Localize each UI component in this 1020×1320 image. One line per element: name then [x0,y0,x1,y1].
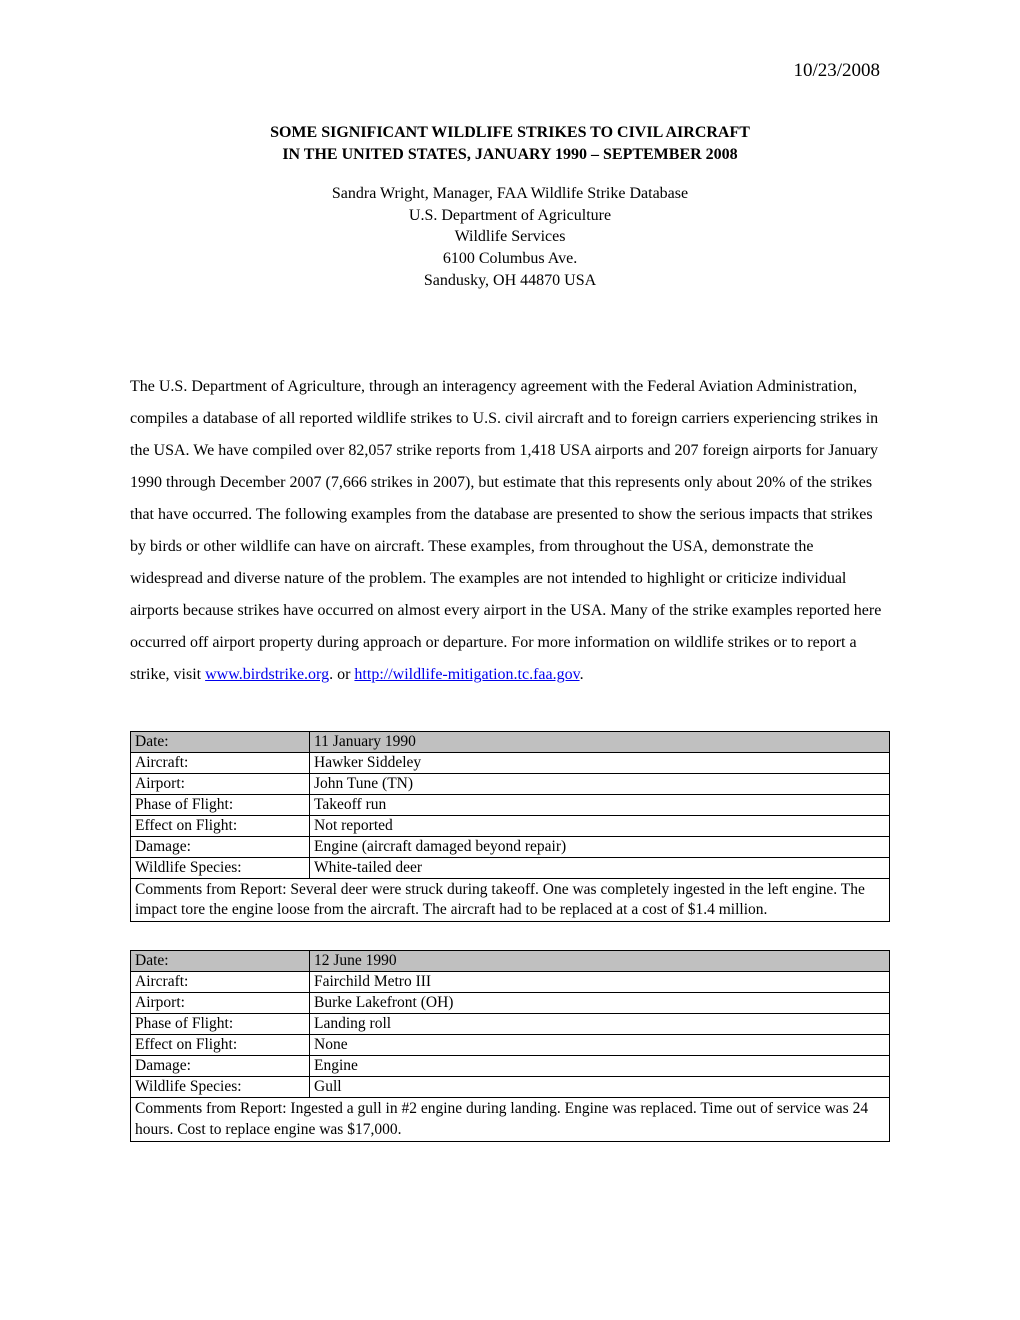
table-row: Wildlife Species: Gull [131,1077,890,1098]
value-comments: Comments from Report: Ingested a gull in… [131,1098,890,1141]
document-date: 10/23/2008 [130,60,890,82]
author-addr1: 6100 Columbus Ave. [130,248,890,270]
table-row: Damage: Engine (aircraft damaged beyond … [131,837,890,858]
intro-paragraph: The U.S. Department of Agriculture, thro… [130,371,890,691]
table-row: Airport: John Tune (TN) [131,774,890,795]
label-airport: Airport: [131,774,310,795]
value-damage: Engine [310,1056,890,1077]
table-row: Effect on Flight: Not reported [131,816,890,837]
label-effect: Effect on Flight: [131,1035,310,1056]
table-row: Damage: Engine [131,1056,890,1077]
value-effect: Not reported [310,816,890,837]
label-airport: Airport: [131,993,310,1014]
label-species: Wildlife Species: [131,858,310,879]
author-unit: Wildlife Services [130,226,890,248]
table-row: Airport: Burke Lakefront (OH) [131,993,890,1014]
value-airport: John Tune (TN) [310,774,890,795]
value-airport: Burke Lakefront (OH) [310,993,890,1014]
author-block: Sandra Wright, Manager, FAA Wildlife Str… [130,183,890,291]
value-damage: Engine (aircraft damaged beyond repair) [310,837,890,858]
intro-text-after: . [580,666,584,683]
table-row: Wildlife Species: White-tailed deer [131,858,890,879]
title-line-1: SOME SIGNIFICANT WILDLIFE STRIKES TO CIV… [130,122,890,144]
label-date: Date: [131,951,310,972]
value-effect: None [310,1035,890,1056]
page: 10/23/2008 SOME SIGNIFICANT WILDLIFE STR… [0,0,1020,1230]
label-effect: Effect on Flight: [131,816,310,837]
strike-record-2: Date: 12 June 1990 Aircraft: Fairchild M… [130,950,890,1141]
title-line-2: IN THE UNITED STATES, JANUARY 1990 – SEP… [130,144,890,166]
value-phase: Takeoff run [310,795,890,816]
document-title: SOME SIGNIFICANT WILDLIFE STRIKES TO CIV… [130,122,890,165]
table-row: Aircraft: Fairchild Metro III [131,972,890,993]
table-row: Effect on Flight: None [131,1035,890,1056]
intro-text-between: . or [329,666,354,683]
value-aircraft: Fairchild Metro III [310,972,890,993]
strike-record-1: Date: 11 January 1990 Aircraft: Hawker S… [130,731,890,922]
value-phase: Landing roll [310,1014,890,1035]
label-species: Wildlife Species: [131,1077,310,1098]
label-date: Date: [131,732,310,753]
value-comments: Comments from Report: Several deer were … [131,879,890,922]
label-damage: Damage: [131,837,310,858]
value-date: 12 June 1990 [310,951,890,972]
label-phase: Phase of Flight: [131,795,310,816]
author-name: Sandra Wright, Manager, FAA Wildlife Str… [130,183,890,205]
link-birdstrike[interactable]: www.birdstrike.org [205,666,329,683]
table-row: Comments from Report: Several deer were … [131,879,890,922]
author-addr2: Sandusky, OH 44870 USA [130,270,890,292]
value-species: Gull [310,1077,890,1098]
label-damage: Damage: [131,1056,310,1077]
table-row: Phase of Flight: Takeoff run [131,795,890,816]
label-aircraft: Aircraft: [131,753,310,774]
value-species: White-tailed deer [310,858,890,879]
value-aircraft: Hawker Siddeley [310,753,890,774]
table-row: Aircraft: Hawker Siddeley [131,753,890,774]
intro-text-pre: The U.S. Department of Agriculture, thro… [130,378,881,683]
author-dept: U.S. Department of Agriculture [130,205,890,227]
link-faa-mitigation[interactable]: http://wildlife-mitigation.tc.faa.gov [354,666,579,683]
table-row: Phase of Flight: Landing roll [131,1014,890,1035]
label-phase: Phase of Flight: [131,1014,310,1035]
value-date: 11 January 1990 [310,732,890,753]
table-row: Comments from Report: Ingested a gull in… [131,1098,890,1141]
label-aircraft: Aircraft: [131,972,310,993]
table-row: Date: 11 January 1990 [131,732,890,753]
table-row: Date: 12 June 1990 [131,951,890,972]
